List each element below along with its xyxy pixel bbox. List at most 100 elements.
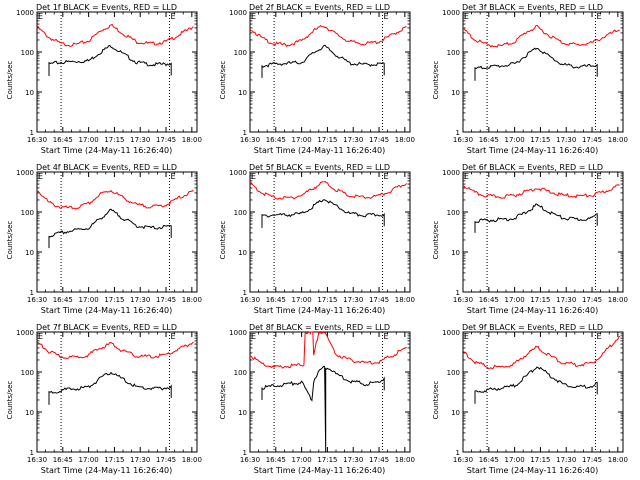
- panel-title: Det 5f BLACK = Events, RED = LLD: [248, 163, 391, 172]
- x-axis-label: Start Time (24-May-11 16:26:40): [40, 146, 173, 155]
- x-tick-label: 17:00: [505, 296, 525, 304]
- plot-svg: 1 10 100 1000 16:30 16:45 17:00 17:15 17:30 17:45…: [16, 169, 202, 304]
- detector-panel: Det 1f BLACK = Events, RED = LLD Start Ti…: [0, 0, 213, 160]
- x-axis-label: Start Time (24-May-11 16:26:40): [253, 466, 386, 475]
- detector-panel: Det 5f BLACK = Events, RED = LLD Start Ti…: [213, 160, 426, 320]
- y-tick-label: 1000: [229, 9, 247, 17]
- x-tick-label: 16:45: [53, 296, 73, 304]
- y-tick-label: 1: [456, 289, 460, 297]
- x-tick-label: 17:45: [156, 456, 176, 464]
- detector-panel: Det 7f BLACK = Events, RED = LLD Start Ti…: [0, 320, 213, 480]
- y-tick-label: 10: [451, 249, 460, 257]
- y-tick-label: 1000: [442, 9, 460, 17]
- x-tick-label: 17:15: [530, 296, 550, 304]
- y-tick-label: 1000: [442, 169, 460, 177]
- x-tick-label: 17:00: [292, 136, 312, 144]
- e-marker: E: [464, 12, 469, 21]
- x-tick-label: 17:00: [505, 136, 525, 144]
- lld-series-line: [462, 24, 620, 48]
- e-marker: E: [596, 332, 601, 341]
- y-tick-label: 100: [447, 49, 460, 57]
- x-tick-label: 17:15: [317, 136, 337, 144]
- e-marker: E: [251, 332, 256, 341]
- panel-title: Det 4f BLACK = Events, RED = LLD: [35, 163, 178, 172]
- y-tick-label: 100: [234, 369, 247, 377]
- panel-title: Det 6f BLACK = Events, RED = LLD: [461, 163, 604, 172]
- y-tick-label: 10: [25, 89, 34, 97]
- events-series-line: [474, 366, 598, 404]
- plot-svg: 1 10 100 1000 16:30 16:45 17:00 17:15 17:30 17:45…: [229, 9, 415, 144]
- y-tick-label: 1: [243, 129, 247, 137]
- x-axis-label: Start Time (24-May-11 16:26:40): [40, 466, 173, 475]
- x-tick-label: 16:30: [27, 296, 47, 304]
- detector-panel: Det 8f BLACK = Events, RED = LLD Start Ti…: [213, 320, 426, 480]
- lld-series-line: [249, 181, 407, 200]
- panel-title: Det 7f BLACK = Events, RED = LLD: [35, 323, 178, 332]
- e-marker: E: [38, 172, 43, 181]
- x-tick-label: 17:45: [156, 296, 176, 304]
- e-marker: E: [464, 172, 469, 181]
- e-marker: E: [596, 172, 601, 181]
- x-tick-label: 16:45: [479, 136, 499, 144]
- panel-title: Det 2f BLACK = Events, RED = LLD: [248, 3, 391, 12]
- x-tick-label: 16:45: [266, 296, 286, 304]
- x-tick-label: 16:30: [27, 456, 47, 464]
- lld-series-line: [249, 24, 407, 48]
- x-tick-label: 17:15: [317, 296, 337, 304]
- x-tick-label: 17:00: [79, 296, 99, 304]
- y-tick-label: 1000: [442, 329, 460, 337]
- y-tick-label: 100: [21, 49, 34, 57]
- x-tick-label: 17:45: [582, 456, 602, 464]
- events-series-line: [48, 371, 172, 405]
- y-tick-label: 100: [234, 209, 247, 217]
- e-marker: E: [251, 12, 256, 21]
- events-series-line: [261, 44, 385, 78]
- plot-frame: [249, 11, 411, 133]
- x-tick-label: 18:00: [182, 296, 202, 304]
- y-tick-label: 1000: [229, 169, 247, 177]
- x-tick-label: 18:00: [395, 456, 415, 464]
- plot-svg: 1 10 100 1000 16:30 16:45 17:00 17:15 17:30 17:45…: [16, 329, 202, 464]
- x-tick-label: 16:45: [53, 456, 73, 464]
- x-axis-label: Start Time (24-May-11 16:26:40): [466, 306, 599, 315]
- x-tick-label: 16:30: [453, 136, 473, 144]
- panel-title: Det 8f BLACK = Events, RED = LLD: [248, 323, 391, 332]
- plot-frame: [462, 11, 624, 133]
- x-tick-label: 17:00: [292, 456, 312, 464]
- x-tick-label: 16:30: [27, 136, 47, 144]
- x-tick-label: 17:15: [530, 456, 550, 464]
- lld-series-line: [462, 184, 620, 199]
- x-tick-label: 17:00: [505, 456, 525, 464]
- x-tick-label: 17:15: [530, 136, 550, 144]
- y-tick-label: 10: [238, 89, 247, 97]
- x-tick-label: 17:30: [556, 136, 576, 144]
- e-marker: E: [596, 12, 601, 21]
- y-tick-label: 10: [238, 249, 247, 257]
- x-tick-label: 17:15: [104, 456, 124, 464]
- y-tick-label: 1: [30, 449, 34, 457]
- e-marker: E: [464, 332, 469, 341]
- x-tick-label: 17:30: [556, 456, 576, 464]
- x-tick-label: 17:45: [369, 456, 389, 464]
- e-marker: E: [383, 332, 388, 341]
- y-tick-label: 1000: [229, 329, 247, 337]
- x-tick-label: 16:45: [479, 456, 499, 464]
- detector-panel: Det 3f BLACK = Events, RED = LLD Start Ti…: [426, 0, 639, 160]
- e-marker: E: [170, 12, 175, 21]
- x-tick-label: 16:45: [266, 136, 286, 144]
- plot-frame: [36, 11, 198, 133]
- plot-svg: 1 10 100 1000 16:30 16:45 17:00 17:15 17:30 17:45…: [16, 9, 202, 144]
- plot-svg: 1 10 100 1000 16:30 16:45 17:00 17:15 17:30 17:45…: [442, 329, 628, 464]
- x-tick-label: 18:00: [395, 136, 415, 144]
- plot-frame: [36, 331, 198, 453]
- detector-panel: Det 4f BLACK = Events, RED = LLD Start Ti…: [0, 160, 213, 320]
- x-tick-label: 16:30: [240, 296, 260, 304]
- x-axis-label: Start Time (24-May-11 16:26:40): [40, 306, 173, 315]
- x-axis-label: Start Time (24-May-11 16:26:40): [466, 146, 599, 155]
- plot-frame: [462, 171, 624, 293]
- y-tick-label: 1: [243, 449, 247, 457]
- y-tick-label: 100: [447, 369, 460, 377]
- x-tick-label: 17:30: [343, 136, 363, 144]
- x-axis-label: Start Time (24-May-11 16:26:40): [466, 466, 599, 475]
